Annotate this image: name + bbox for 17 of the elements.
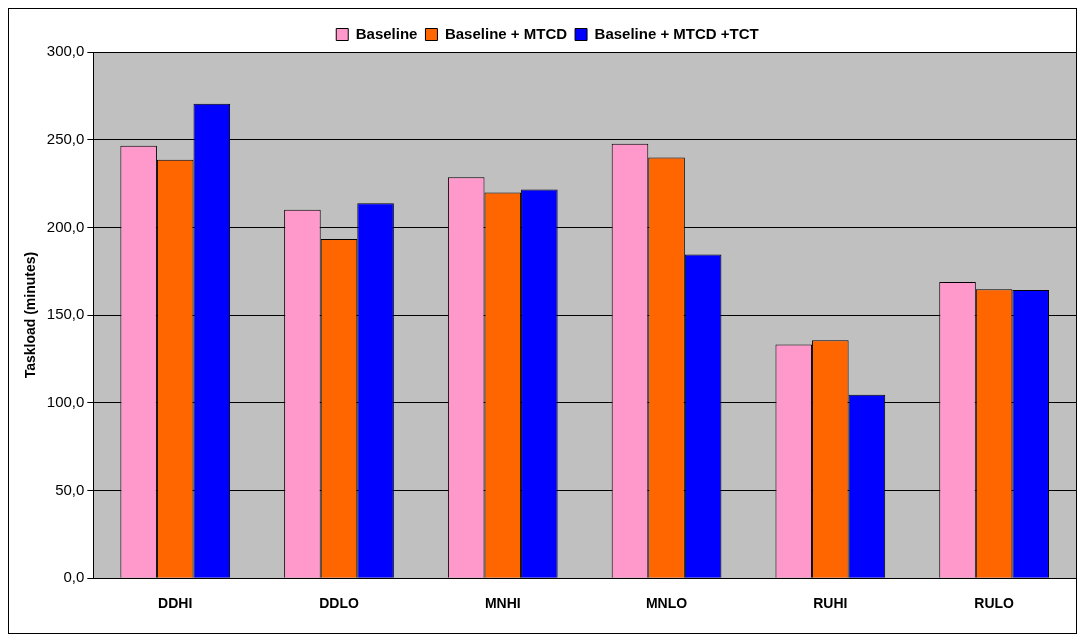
x-tick-label: DDHI	[158, 595, 193, 612]
y-tick-label: 200,0	[46, 217, 85, 235]
y-tick-label: 50,0	[55, 480, 85, 498]
y-tick-label: 100,0	[46, 392, 85, 410]
x-tick-label: RULO	[974, 595, 1015, 612]
x-tick-label: MNHI	[484, 595, 521, 612]
legend-label: Baseline	[355, 24, 418, 42]
y-tick-label: 0,0	[63, 568, 85, 586]
y-tick-label: 300,0	[46, 42, 85, 60]
legend-label: Baseline + MTCD	[444, 24, 568, 42]
x-tick-label: MNLO	[645, 595, 688, 612]
y-tick-label: 250,0	[46, 129, 85, 147]
y-axis-title: Taskload (minutes)	[22, 251, 39, 379]
legend-label: Baseline + MTCD +TCT	[594, 24, 759, 42]
y-tick-label: 150,0	[46, 305, 85, 323]
x-tick-label: RUHI	[813, 595, 848, 612]
x-tick-label: DDLO	[319, 595, 359, 612]
